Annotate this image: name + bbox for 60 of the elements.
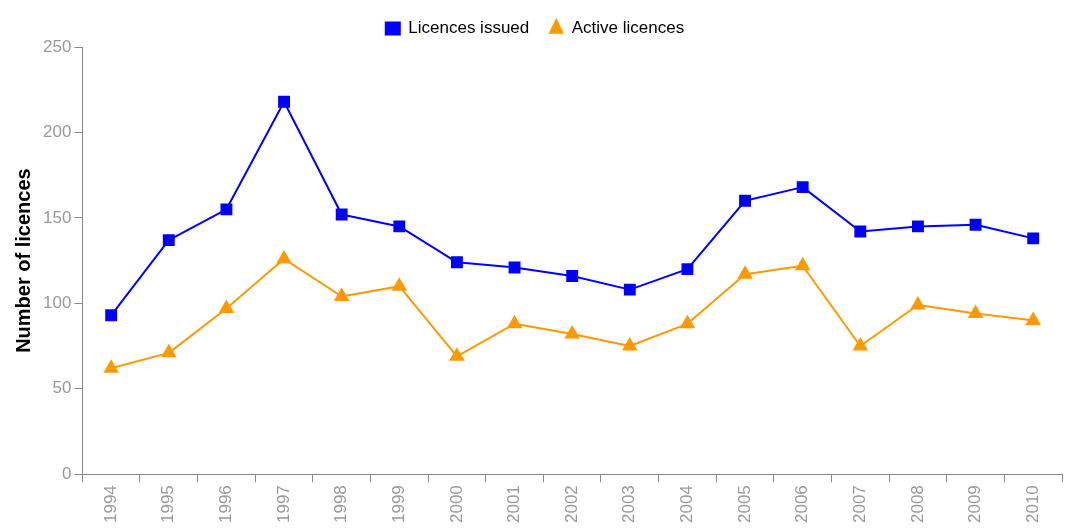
x-tick-label: 2004 [677, 485, 697, 524]
point [968, 305, 983, 319]
point [854, 225, 867, 238]
x-tick-label: 1995 [158, 485, 178, 524]
point [739, 194, 752, 207]
point [680, 315, 695, 329]
point [681, 263, 694, 276]
point [853, 338, 868, 351]
point [622, 338, 637, 351]
x-tick-label: 1994 [100, 485, 120, 524]
point [508, 261, 521, 274]
x-tick-label: 2005 [734, 485, 754, 524]
y-tick-label: 50 [52, 378, 72, 398]
legend-label: Licences issued [408, 18, 530, 38]
x-tick-label: 2001 [504, 485, 524, 524]
point [738, 266, 753, 279]
x-tick-label: 2000 [446, 485, 466, 524]
x-tick-label: 2006 [792, 485, 812, 524]
point [566, 270, 579, 282]
y-tick-label: 200 [42, 122, 72, 142]
point [393, 220, 406, 233]
point [104, 360, 119, 373]
point [219, 300, 234, 313]
legend-label: Active licences [571, 18, 685, 38]
point [969, 218, 982, 231]
point [276, 250, 292, 264]
x-tick-label: 1996 [216, 485, 236, 524]
point [105, 309, 118, 322]
point [795, 257, 810, 271]
point [623, 283, 636, 296]
x-tick-label: 2008 [907, 485, 927, 524]
point [161, 344, 176, 358]
point [278, 95, 290, 108]
point [334, 288, 349, 301]
point [911, 220, 924, 233]
point [507, 315, 522, 329]
point [1026, 312, 1041, 325]
y-tick-label: 0 [61, 463, 72, 483]
x-tick-label: 2009 [965, 485, 985, 524]
point [910, 297, 925, 310]
point [796, 181, 809, 194]
point [1027, 232, 1040, 245]
point [392, 278, 407, 291]
x-tick-label: 2007 [850, 485, 869, 524]
point [220, 203, 233, 216]
point [565, 326, 580, 339]
point [335, 208, 348, 221]
y-axis-title: Number of licences [11, 168, 34, 353]
y-tick-label: 100 [42, 293, 72, 312]
x-tick-label: 2002 [561, 485, 581, 524]
x-tick-label: 2010 [1022, 485, 1042, 524]
y-tick-label: 250 [42, 36, 72, 56]
x-tick-label: 1997 [273, 485, 293, 524]
point [162, 234, 175, 247]
y-tick-label: 150 [42, 207, 72, 227]
x-tick-label: 1998 [331, 485, 351, 524]
x-tick-label: 1999 [388, 485, 408, 524]
point [449, 348, 464, 361]
x-tick-label: 2003 [619, 485, 639, 524]
point [450, 256, 463, 269]
